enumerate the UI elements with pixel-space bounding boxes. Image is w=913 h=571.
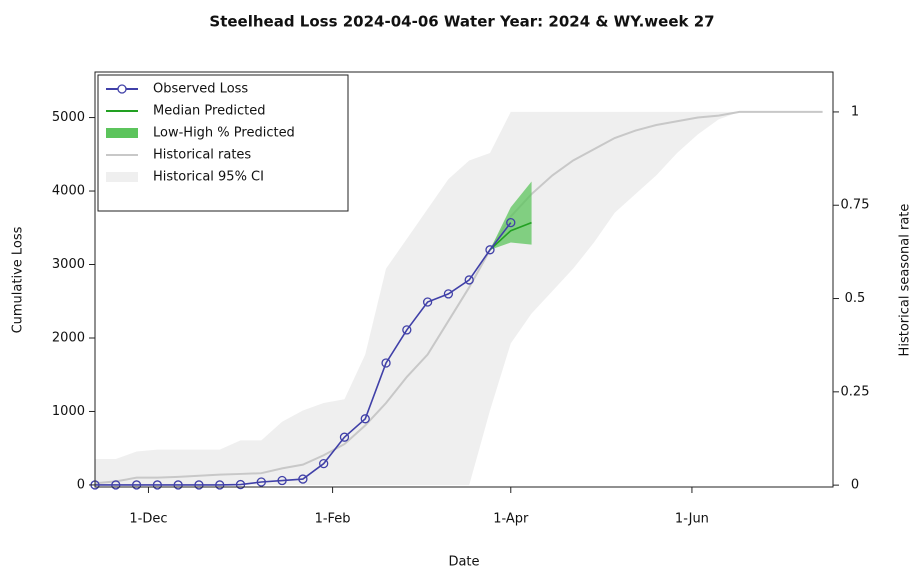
x-tick-label: 1-Apr — [493, 512, 529, 527]
marker — [111, 480, 121, 490]
legend-label: Low-High % Predicted — [153, 126, 295, 141]
legend-label: Historical rates — [153, 148, 251, 163]
marker — [464, 275, 474, 285]
x-tick-label: 1-Feb — [315, 512, 351, 527]
marker — [215, 480, 225, 490]
legend-label: Observed Loss — [153, 82, 248, 97]
y2-tick-label: 0.5 — [845, 291, 866, 306]
marker — [319, 458, 329, 469]
marker — [381, 358, 391, 368]
y-tick-label: 5000 — [52, 110, 85, 125]
marker — [256, 477, 266, 487]
line — [95, 110, 823, 485]
marker — [339, 432, 350, 442]
legend-label: Historical 95% CI — [153, 170, 264, 185]
marker — [152, 480, 163, 490]
legend-marker — [117, 84, 127, 94]
y-axis-label: Cumulative Loss — [11, 226, 26, 333]
y-tick-label: 4000 — [52, 184, 85, 199]
marker — [506, 217, 516, 228]
marker — [235, 479, 246, 490]
legend-box — [97, 74, 349, 212]
chart-title: Steelhead Loss 2024-04-06 Water Year: 20… — [209, 13, 714, 31]
x-tick-label: 1-Jun — [675, 512, 709, 527]
marker — [277, 475, 287, 486]
x-axis-label: Date — [448, 555, 479, 570]
y2-tick-label: 1 — [851, 104, 859, 119]
line — [489, 221, 532, 251]
y-tick-label: 1000 — [52, 404, 85, 419]
marker — [360, 414, 370, 424]
legend-label: Median Predicted — [153, 104, 265, 119]
y-tick-label: 0 — [77, 477, 85, 492]
line — [95, 222, 512, 486]
marker — [194, 480, 204, 490]
marker — [131, 480, 142, 490]
band — [489, 181, 532, 250]
marker — [298, 474, 308, 484]
plot-frame — [94, 71, 834, 488]
marker — [443, 289, 454, 299]
x-tick-label: 1-Dec — [129, 512, 167, 527]
y2-axis-label: Historical seasonal rate — [898, 204, 913, 357]
y-tick-label: 3000 — [52, 257, 85, 272]
marker — [485, 245, 495, 255]
marker — [422, 297, 433, 307]
y2-tick-label: 0 — [851, 478, 859, 493]
band — [95, 111, 823, 486]
y2-tick-label: 0.25 — [841, 384, 870, 399]
marker — [173, 480, 183, 490]
y-tick-label: 2000 — [52, 330, 85, 345]
marker — [402, 325, 412, 335]
y2-tick-label: 0.75 — [841, 198, 870, 213]
